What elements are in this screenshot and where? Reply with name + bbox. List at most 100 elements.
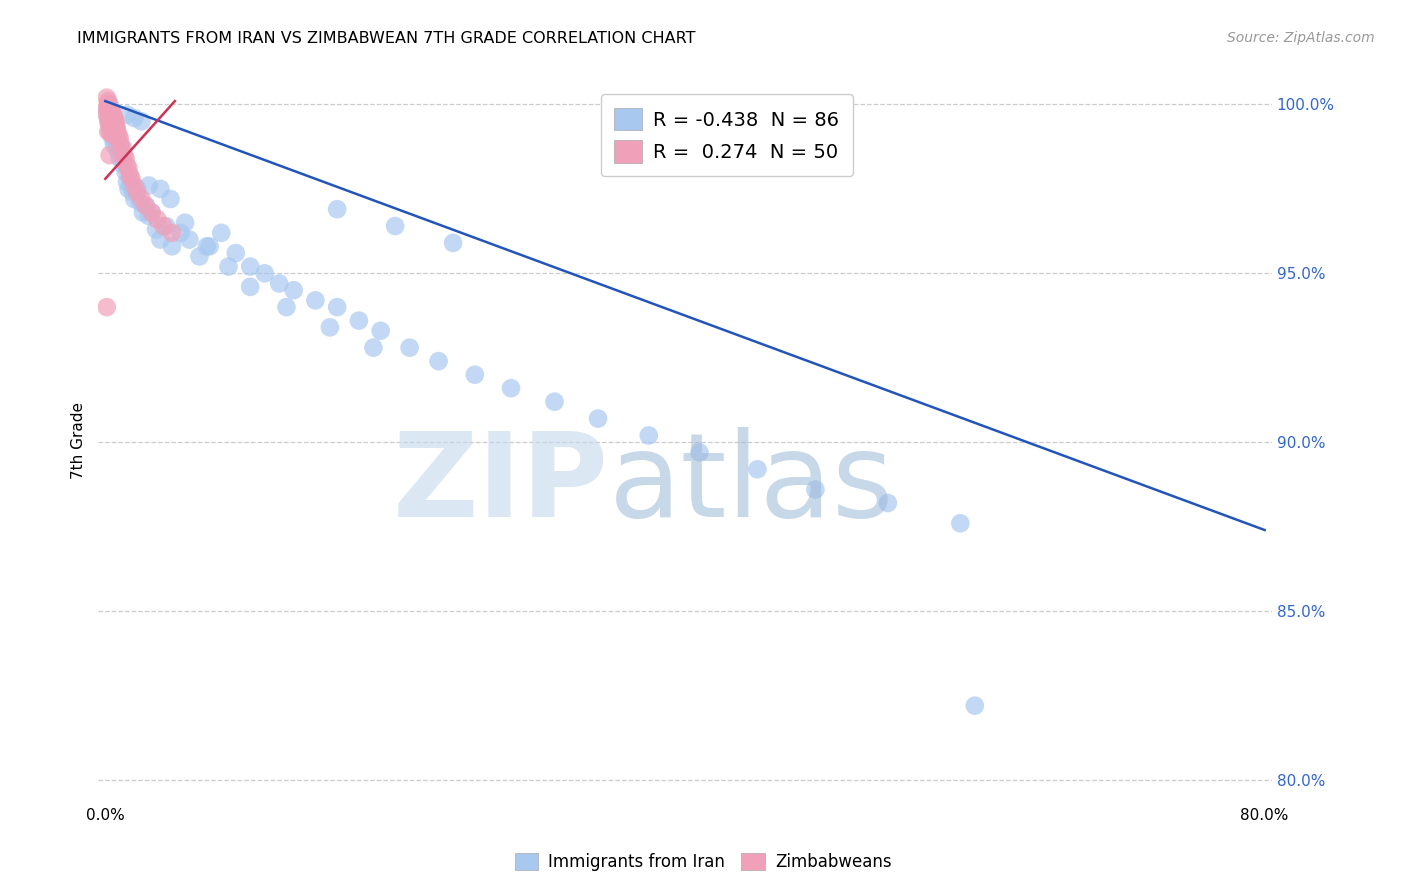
Point — [97, 114, 120, 128]
Point — [586, 411, 609, 425]
Legend: R = -0.438  N = 86, R =  0.274  N = 50: R = -0.438 N = 86, R = 0.274 N = 50 — [600, 95, 853, 177]
Point — [121, 186, 143, 200]
Point — [103, 124, 125, 138]
Point — [98, 148, 121, 162]
Point — [101, 128, 124, 142]
Point — [97, 101, 120, 115]
Point — [384, 219, 406, 233]
Point — [97, 111, 120, 125]
Point — [108, 152, 131, 166]
Point — [131, 114, 153, 128]
Point — [276, 300, 298, 314]
Point — [103, 121, 125, 136]
Point — [108, 138, 131, 153]
Y-axis label: 7th Grade: 7th Grade — [72, 402, 86, 479]
Point — [963, 698, 986, 713]
Point — [141, 205, 163, 219]
Point — [100, 114, 122, 128]
Point — [118, 171, 141, 186]
Point — [112, 148, 135, 162]
Point — [100, 114, 122, 128]
Point — [239, 280, 262, 294]
Point — [98, 118, 121, 132]
Point — [135, 199, 157, 213]
Text: ZIP: ZIP — [392, 426, 609, 541]
Point — [97, 97, 120, 112]
Point — [159, 192, 181, 206]
Point — [132, 205, 155, 219]
Point — [269, 277, 291, 291]
Point — [110, 145, 132, 159]
Point — [112, 158, 135, 172]
Point — [464, 368, 486, 382]
Point — [105, 121, 128, 136]
Point — [169, 226, 191, 240]
Point — [97, 124, 120, 138]
Point — [105, 124, 128, 138]
Point — [118, 169, 141, 183]
Point — [105, 131, 128, 145]
Point — [110, 138, 132, 153]
Point — [146, 212, 169, 227]
Point — [101, 118, 124, 132]
Point — [96, 91, 118, 105]
Point — [160, 239, 183, 253]
Point — [120, 171, 142, 186]
Point — [225, 246, 247, 260]
Point — [398, 341, 420, 355]
Point — [104, 131, 127, 145]
Point — [209, 226, 232, 240]
Point — [326, 300, 349, 314]
Point — [363, 341, 385, 355]
Point — [117, 161, 139, 176]
Point — [160, 226, 183, 240]
Point — [98, 118, 121, 132]
Point — [149, 233, 172, 247]
Point — [427, 354, 450, 368]
Point — [124, 192, 146, 206]
Point — [499, 381, 522, 395]
Point — [135, 199, 157, 213]
Point — [188, 250, 211, 264]
Point — [98, 107, 121, 121]
Point — [124, 111, 146, 125]
Point — [104, 114, 127, 128]
Point — [543, 394, 565, 409]
Point — [131, 192, 153, 206]
Point — [441, 235, 464, 250]
Point — [98, 97, 121, 112]
Point — [101, 107, 124, 121]
Point — [120, 178, 142, 193]
Point — [949, 516, 972, 531]
Point — [98, 101, 121, 115]
Point — [804, 483, 827, 497]
Point — [304, 293, 326, 308]
Legend: Immigrants from Iran, Zimbabweans: Immigrants from Iran, Zimbabweans — [506, 845, 900, 880]
Point — [104, 118, 127, 132]
Point — [283, 283, 305, 297]
Point — [97, 94, 120, 108]
Point — [217, 260, 239, 274]
Text: atlas: atlas — [609, 426, 894, 541]
Point — [114, 165, 136, 179]
Point — [98, 107, 121, 121]
Point — [105, 138, 128, 153]
Point — [97, 97, 120, 112]
Point — [100, 104, 122, 119]
Point — [96, 101, 118, 115]
Point — [101, 121, 124, 136]
Point — [253, 266, 276, 280]
Point — [129, 195, 152, 210]
Point — [127, 186, 149, 200]
Point — [141, 205, 163, 219]
Point — [138, 178, 160, 193]
Point — [138, 209, 160, 223]
Point — [104, 128, 127, 142]
Point — [239, 260, 262, 274]
Point — [98, 101, 121, 115]
Text: Source: ZipAtlas.com: Source: ZipAtlas.com — [1227, 31, 1375, 45]
Point — [149, 182, 172, 196]
Point — [115, 107, 138, 121]
Point — [876, 496, 898, 510]
Point — [747, 462, 769, 476]
